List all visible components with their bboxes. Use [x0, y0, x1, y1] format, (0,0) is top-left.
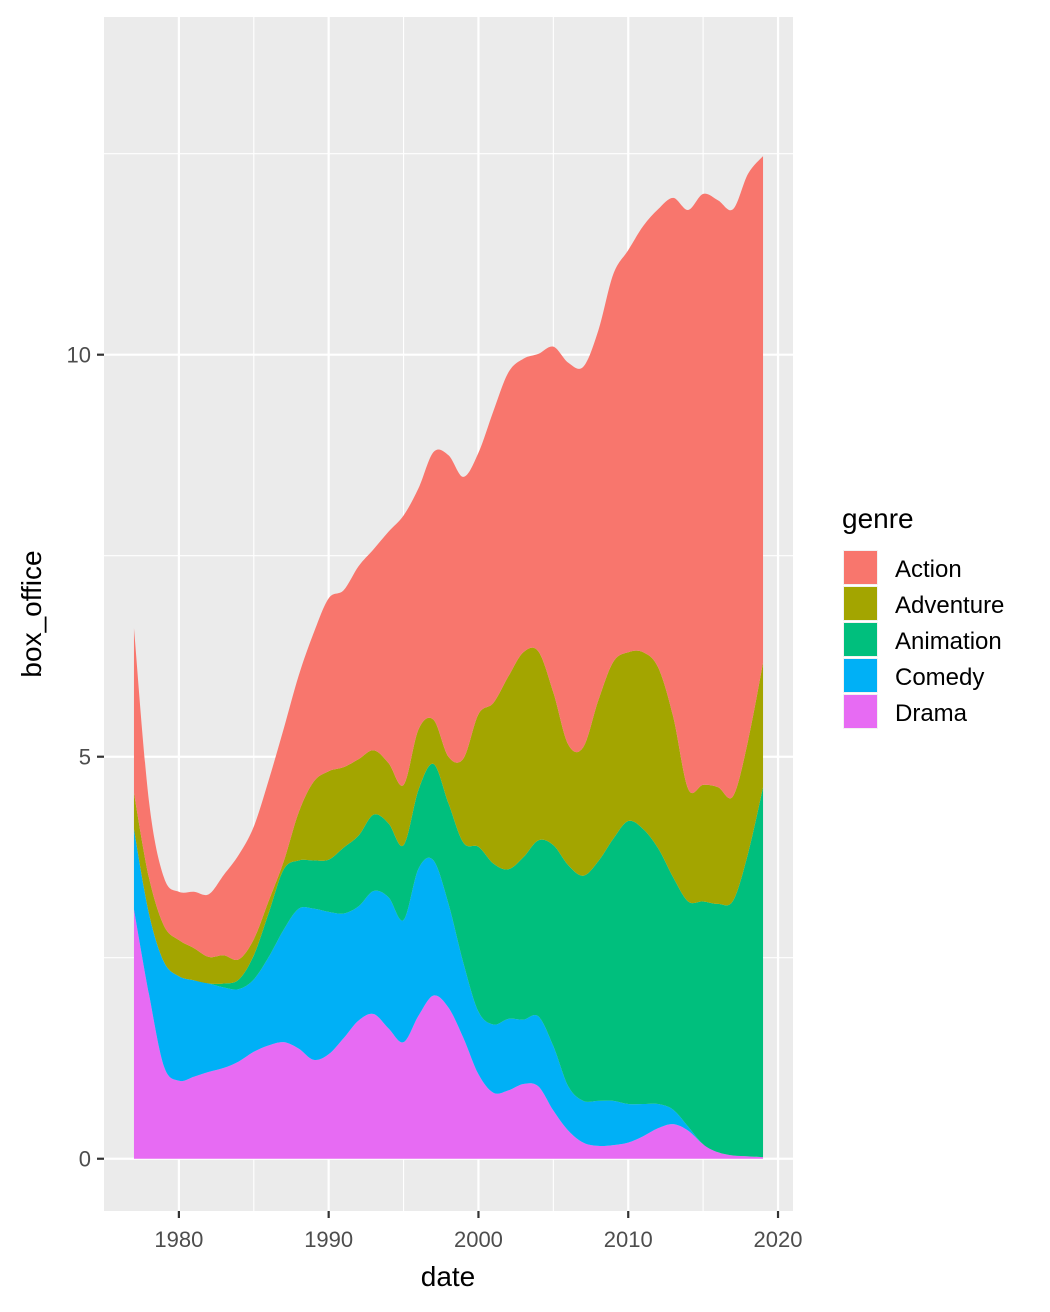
x-axis-title: date	[421, 1261, 476, 1292]
legend-key-action	[844, 551, 877, 584]
x-tick-label: 2010	[604, 1227, 653, 1252]
x-tick-label: 2020	[754, 1227, 803, 1252]
tick-labels: 1980 1990 2000 2010 2020 0 5 10	[67, 343, 803, 1252]
x-tick-label: 1990	[304, 1227, 353, 1252]
area-action	[133, 156, 764, 961]
area-adventure	[133, 647, 764, 984]
y-tick-label: 5	[79, 745, 91, 770]
legend-key-adventure	[844, 587, 877, 620]
legend-label-action: Action	[895, 556, 962, 583]
legend-label-animation: Animation	[895, 628, 1002, 655]
y-tick-label: 10	[67, 343, 91, 368]
x-tick-label: 2000	[454, 1227, 503, 1252]
y-axis-title: box_office	[16, 550, 47, 677]
legend-label-adventure: Adventure	[895, 592, 1004, 619]
legend-key-drama	[844, 695, 877, 728]
legend-key-animation	[844, 623, 877, 656]
legend-label-drama: Drama	[895, 700, 968, 727]
x-tick-label: 1980	[154, 1227, 203, 1252]
area-comedy	[133, 829, 764, 1158]
legend: Action Adventure Animation Comedy Drama	[843, 550, 1004, 729]
legend-label-comedy: Comedy	[895, 664, 984, 691]
area-layers	[133, 156, 764, 1159]
area-animation	[133, 763, 764, 1158]
legend-key-comedy	[844, 659, 877, 692]
y-tick-label: 0	[79, 1147, 91, 1172]
legend-title: genre	[842, 503, 914, 534]
axis-ticks	[97, 353, 780, 1218]
area-drama	[133, 909, 764, 1159]
